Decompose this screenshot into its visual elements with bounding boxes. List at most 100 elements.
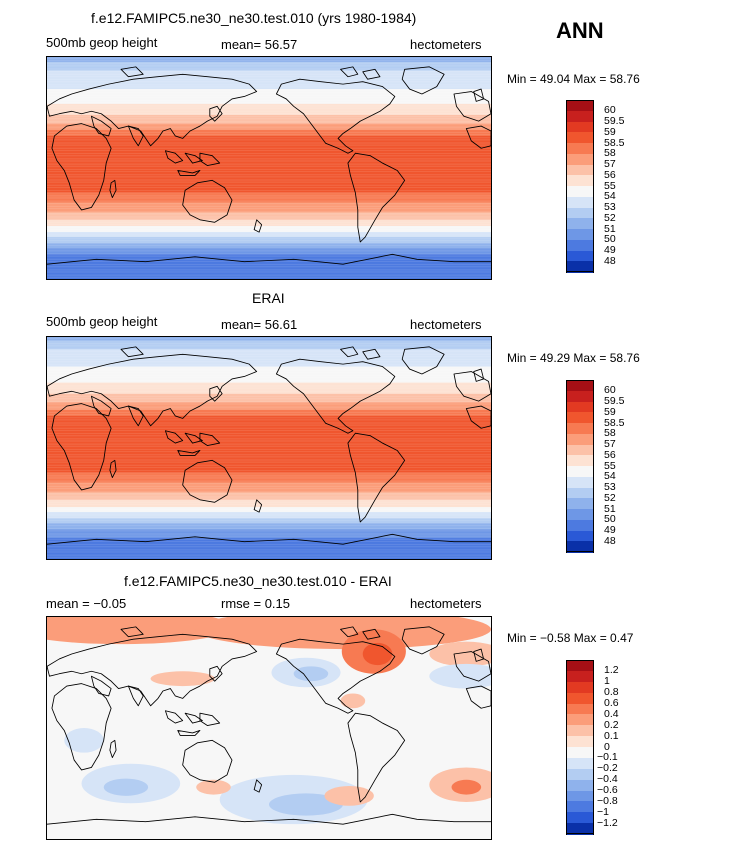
field-band [47,387,491,389]
field-band [47,82,491,85]
field-band [47,445,491,447]
field-band [47,127,491,129]
anomaly-region [244,684,294,710]
colorbar-tick-label: 58.5 [604,416,625,429]
field-band [47,441,491,444]
field-band [47,534,491,536]
field-band [47,518,491,520]
field-band [47,486,491,488]
field-band [47,413,491,415]
anomaly-region [324,785,374,806]
field-band [47,546,491,548]
field-band [47,177,491,180]
field-band [47,149,491,151]
field-band [47,73,491,75]
field-band [47,552,491,555]
field-band [47,533,491,535]
field-band [47,361,491,363]
colorbar-tick-label: 59.5 [604,115,625,127]
field-band [47,473,491,476]
field-band [47,265,491,267]
field-band [47,161,491,164]
field-band [47,186,491,188]
field-band [47,351,491,354]
field-band [47,272,491,275]
field-band [47,172,491,175]
field-band [47,229,491,231]
field-band [47,505,491,508]
field-band [47,539,491,541]
anomaly-region [195,617,491,650]
field-band [47,138,491,140]
field-band [47,213,491,215]
field-band [47,530,491,532]
field-band [47,124,491,127]
anomaly-region [362,642,393,666]
field-band [47,418,491,420]
field-band [47,515,491,518]
field-band [47,87,491,90]
field-band [47,557,491,559]
field-band [47,488,491,490]
field-band [47,538,491,540]
field-band [47,81,491,83]
field-band [47,98,491,101]
field-band [47,498,491,500]
field-band [47,446,491,449]
field-band [47,448,491,450]
field-band [47,382,491,384]
field-band [47,68,491,70]
field-band [47,356,491,359]
field-band [47,137,491,139]
field-band [47,151,491,154]
field-band [47,482,491,484]
field-band [47,529,491,531]
field-band [47,397,491,399]
field-band [47,242,491,244]
field-band [47,243,491,245]
panel-1-units-label: hectometers [410,37,482,52]
field-band [47,338,491,340]
field-band [47,345,491,347]
field-band [47,90,491,92]
colorbar-tick-label: −0.1 [597,751,618,764]
field-band [47,461,491,463]
field-band [47,63,491,65]
field-band [47,339,491,341]
field-band [47,225,491,228]
field-band [47,364,491,366]
field-band [47,420,491,423]
field-band [47,340,491,342]
field-band [47,466,491,468]
field-band [47,259,491,261]
anomaly-region [429,663,491,689]
field-band [47,341,491,344]
field-band [47,398,491,400]
field-band [47,89,491,91]
field-band [47,134,491,136]
colorbar-tick-label: 48 [604,534,616,547]
field-band [47,180,491,182]
panel-3-title: f.e12.FAMIPC5.ne30_ne30.test.010 - ERAI [124,573,392,589]
field-band [47,91,491,93]
field-band [47,468,491,471]
field-band [47,64,491,66]
field-band [47,155,491,157]
field-band [47,117,491,119]
colorbar-tick-label: 0.6 [604,697,619,709]
field-band [47,381,491,383]
field-band [47,198,491,201]
field-band [47,100,491,102]
field-band [47,483,491,486]
field-band [47,223,491,225]
field-band [47,522,491,524]
field-band [47,110,491,112]
field-band [47,520,491,523]
field-band [47,128,491,130]
field-band [47,470,491,472]
field-band [47,386,491,388]
colorbar-tick-label: 0.2 [604,718,619,731]
panel-3-mean-label: mean = −0.05 [46,596,127,611]
field-band [47,195,491,197]
field-band [47,248,491,250]
